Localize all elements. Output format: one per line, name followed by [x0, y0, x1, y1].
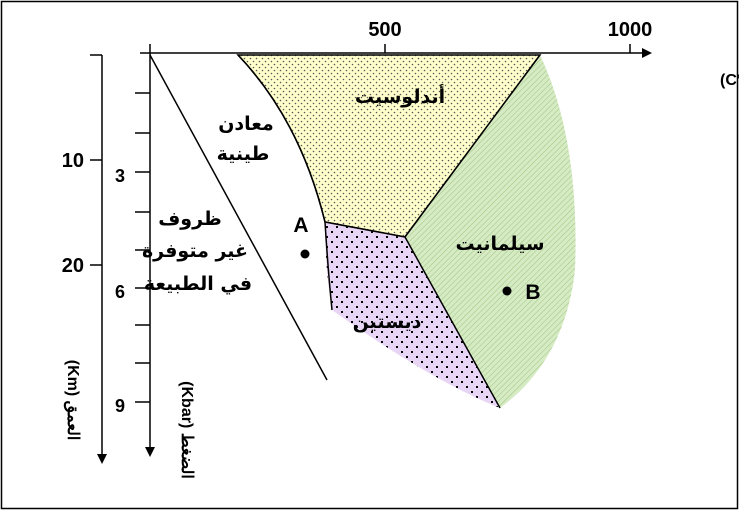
label-sillimanite: سيلمانيت — [455, 233, 544, 255]
boundary-kyanite-sillimanite — [404, 236, 501, 409]
point-b-marker — [502, 286, 512, 296]
region-kyanite — [325, 222, 500, 408]
region-sillimanite — [405, 55, 576, 408]
depth-tick-label-20: 20 — [62, 255, 84, 277]
boundary-andalusite-sillimanite — [404, 54, 541, 238]
boundary-clay-left — [237, 54, 333, 311]
pressure-tick-label-6: 6 — [115, 282, 125, 302]
pressure-axis-label: الضغط (Kbar) — [178, 381, 195, 479]
point-a-marker — [300, 249, 310, 259]
depth-axis-label: العمق (Km) — [63, 360, 81, 441]
label-clay-line1: معادن — [218, 113, 274, 135]
label-clay-line2: طينية — [217, 143, 270, 165]
label-andalusite: أندلوسيت — [355, 84, 445, 108]
label-impossible-line3: في الطبيعة — [144, 273, 252, 295]
depth-tick-label-10: 10 — [62, 150, 84, 172]
temperature-axis-label: الحرارة (°C) — [720, 72, 739, 90]
label-impossible-line2: غير متوفرة — [142, 240, 248, 262]
boundary-impossible — [149, 54, 328, 381]
tick-label-500: 500 — [368, 19, 401, 41]
label-kyanite: ديستين — [353, 311, 422, 333]
point-a-label: A — [293, 214, 308, 237]
boundary-andalusite-kyanite — [324, 221, 406, 238]
pressure-tick-label-9: 9 — [115, 396, 125, 416]
label-impossible-line1: ظروف — [158, 208, 222, 230]
pressure-tick-label-3: 3 — [115, 166, 125, 186]
tick-label-1000: 1000 — [608, 19, 653, 41]
point-b-label: B — [525, 281, 540, 304]
